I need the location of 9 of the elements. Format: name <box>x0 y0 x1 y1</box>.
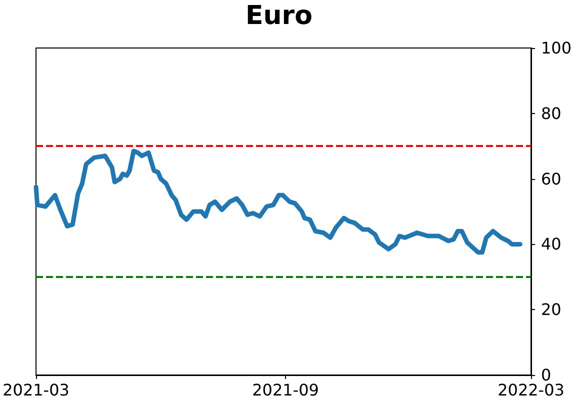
line-series <box>34 148 522 255</box>
y-tick-label: 60 <box>541 169 562 188</box>
x-tick-label: 2021-09 <box>252 380 319 400</box>
y-tick-label: 20 <box>541 300 562 320</box>
x-tick-label: 2021-03 <box>2 380 70 400</box>
chart-title: Euro <box>246 1 312 31</box>
y-tick-label: 80 <box>541 104 562 123</box>
y-tick-label: 100 <box>541 38 572 58</box>
y-tick-label: 40 <box>541 234 562 254</box>
